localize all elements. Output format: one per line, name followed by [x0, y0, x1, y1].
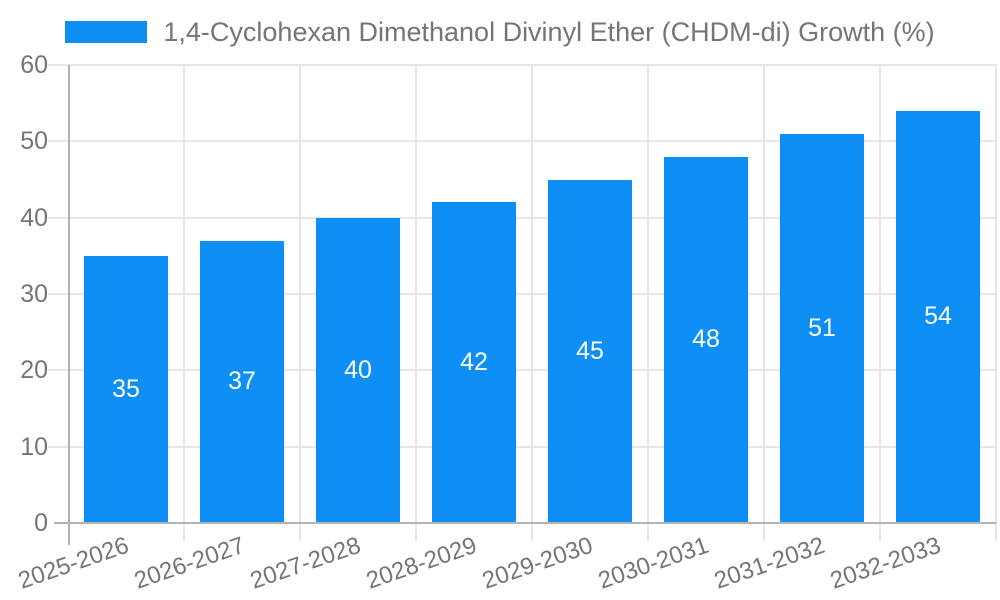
vertical-gridline	[531, 65, 533, 541]
vertical-gridline	[415, 65, 417, 541]
legend-swatch	[65, 21, 148, 43]
bar-value-label: 48	[692, 325, 720, 354]
y-axis-label: 50	[20, 127, 48, 156]
legend-item[interactable]: 1,4-Cyclohexan Dimethanol Divinyl Ether …	[65, 16, 935, 48]
vertical-gridline	[879, 65, 881, 541]
legend: 1,4-Cyclohexan Dimethanol Divinyl Ether …	[0, 13, 1000, 51]
bar[interactable]: 54	[896, 110, 980, 523]
bar[interactable]: 45	[548, 179, 632, 523]
bar[interactable]: 51	[780, 133, 864, 523]
y-axis-tick	[48, 293, 68, 295]
bar-value-label: 51	[808, 313, 836, 342]
y-axis-label: 10	[20, 432, 48, 461]
y-axis-label: 30	[20, 280, 48, 308]
y-axis-line	[68, 65, 70, 545]
vertical-gridline	[763, 65, 765, 541]
x-axis-line	[54, 522, 996, 524]
bar-value-label: 35	[112, 374, 140, 403]
bar[interactable]: 35	[84, 255, 168, 523]
y-axis-tick	[48, 140, 68, 143]
bar-value-label: 45	[576, 336, 604, 365]
y-axis-label: 60	[20, 51, 48, 79]
bar[interactable]: 37	[200, 240, 284, 523]
y-axis-tick	[48, 445, 68, 448]
bar[interactable]: 40	[316, 217, 400, 523]
legend-series-label: 1,4-Cyclohexan Dimethanol Divinyl Ether …	[163, 16, 935, 47]
vertical-gridline	[183, 65, 185, 541]
vertical-gridline	[299, 65, 301, 541]
vertical-gridline	[995, 65, 997, 541]
plot-area: 35 37 40 42 45 48 51 54	[48, 64, 997, 545]
bar-value-label: 40	[344, 355, 372, 384]
vertical-gridline	[647, 65, 649, 541]
bar-value-label: 54	[924, 302, 952, 331]
y-axis-tick	[48, 64, 68, 66]
y-axis-tick	[48, 369, 68, 372]
bar-value-label: 37	[228, 367, 256, 396]
y-axis-label: 40	[20, 203, 48, 232]
y-axis-label: 0	[34, 509, 48, 537]
bar[interactable]: 48	[664, 156, 748, 523]
y-axis-label: 20	[20, 356, 48, 385]
bar-value-label: 42	[460, 348, 488, 377]
bar[interactable]: 42	[432, 202, 516, 523]
y-axis-tick	[48, 216, 68, 219]
